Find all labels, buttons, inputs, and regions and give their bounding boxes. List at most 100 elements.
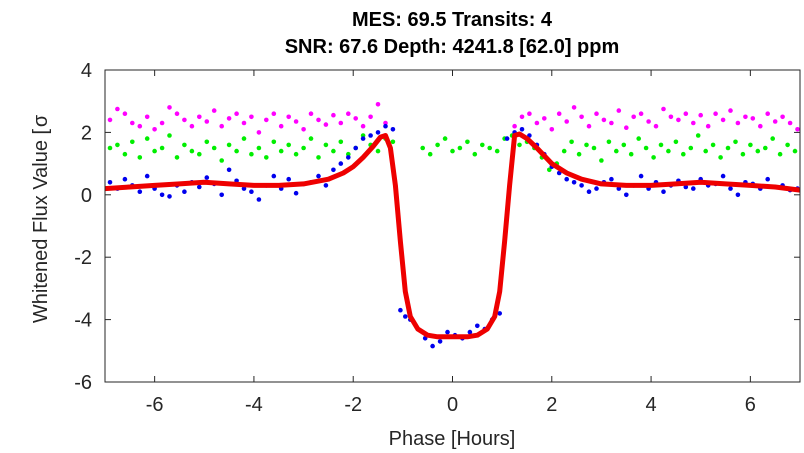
data-point-series-1: [636, 136, 641, 141]
x-axis: -6 -4 -2 0 2 4 6: [146, 70, 756, 416]
data-point-series-0: [735, 120, 741, 126]
data-point-series-1: [547, 167, 552, 173]
data-point-series-0: [331, 112, 336, 118]
data-point-series-0: [564, 119, 569, 124]
data-point-series-2: [504, 136, 510, 141]
data-point-series-1: [703, 148, 708, 154]
data-point-series-1: [159, 145, 165, 151]
data-point-series-2: [467, 329, 473, 335]
data-point-series-2: [226, 167, 232, 173]
data-point-series-0: [728, 108, 733, 113]
data-point-series-2: [398, 307, 403, 313]
data-point-series-1: [182, 142, 187, 148]
data-point-series-0: [676, 117, 681, 123]
data-point-series-2: [475, 323, 480, 329]
data-point-series-0: [189, 123, 195, 129]
data-point-series-1: [323, 142, 329, 148]
data-point-series-1: [234, 148, 239, 154]
data-point-series-1: [792, 148, 798, 154]
data-point-series-1: [465, 139, 470, 145]
data-point-series-0: [609, 120, 614, 126]
data-point-series-0: [360, 123, 366, 129]
data-point-series-2: [403, 314, 408, 319]
data-point-series-2: [167, 194, 172, 199]
data-point-series-0: [286, 114, 292, 120]
data-point-series-0: [159, 120, 165, 126]
data-point-series-1: [487, 145, 493, 151]
data-point-series-2: [519, 127, 525, 132]
data-point-series-0: [720, 117, 726, 123]
data-point-series-1: [695, 133, 701, 138]
data-point-series-0: [383, 120, 388, 126]
data-point-series-1: [249, 151, 254, 157]
data-point-series-0: [616, 108, 622, 113]
data-point-series-0: [705, 123, 711, 129]
data-point-series-1: [107, 145, 113, 151]
x-axis-label: Phase [Hours]: [389, 428, 516, 450]
data-point-series-0: [683, 111, 689, 116]
data-point-series-2: [159, 192, 165, 198]
data-point-series-2: [204, 175, 210, 180]
data-point-series-2: [197, 184, 202, 190]
data-point-series-0: [743, 114, 748, 120]
data-point-series-1: [390, 139, 396, 145]
data-point-series-1: [211, 145, 217, 151]
data-point-series-0: [638, 111, 644, 116]
data-point-series-2: [271, 173, 277, 179]
y-tick-label: -4: [74, 310, 92, 332]
data-point-series-2: [683, 184, 689, 190]
data-point-series-0: [152, 127, 157, 132]
data-point-series-1: [651, 155, 656, 160]
data-point-series-0: [750, 116, 756, 121]
data-point-series-2: [323, 183, 329, 188]
data-point-series-1: [197, 151, 202, 157]
data-point-series-0: [713, 111, 718, 116]
data-point-series-2: [360, 136, 366, 141]
data-point-series-2: [445, 329, 450, 335]
x-tick-label: -2: [344, 394, 362, 416]
data-point-series-0: [130, 120, 135, 126]
data-point-series-0: [691, 120, 696, 126]
y-tick-label: 0: [81, 185, 92, 207]
data-point-series-1: [420, 145, 426, 151]
data-point-series-1: [740, 151, 746, 157]
data-point-series-0: [346, 111, 351, 116]
data-point-series-1: [144, 136, 150, 141]
data-point-series-0: [271, 111, 277, 116]
data-point-series-1: [472, 151, 478, 157]
data-point-series-0: [256, 130, 262, 135]
data-point-series-0: [241, 120, 247, 126]
data-point-series-1: [167, 133, 172, 138]
data-point-series-0: [780, 114, 785, 120]
data-point-series-1: [681, 151, 686, 157]
data-point-series-0: [204, 119, 210, 124]
data-point-series-0: [631, 114, 636, 120]
data-point-series-0: [264, 117, 269, 123]
data-point-series-2: [765, 176, 770, 182]
data-point-series-0: [668, 114, 674, 120]
data-point-series-0: [338, 120, 344, 126]
data-point-series-2: [107, 180, 113, 185]
data-point-series-1: [673, 139, 679, 145]
data-point-series-1: [122, 151, 128, 157]
data-point-series-2: [241, 186, 247, 191]
data-point-series-2: [338, 161, 344, 166]
data-point-series-0: [182, 117, 187, 123]
data-point-series-2: [594, 186, 599, 191]
data-point-series-1: [733, 139, 738, 145]
data-point-series-0: [624, 125, 629, 130]
y-tick-label: -2: [74, 247, 92, 269]
data-point-series-2: [219, 192, 224, 198]
data-point-series-0: [542, 116, 547, 121]
data-point-series-1: [346, 151, 351, 157]
data-point-series-0: [586, 123, 592, 129]
y-axis: -6 -4 -2 0 2 4: [74, 60, 800, 394]
data-point-series-1: [308, 136, 314, 141]
data-point-series-1: [256, 145, 262, 151]
data-point-series-1: [576, 151, 582, 157]
x-tick-label: -6: [146, 394, 164, 416]
data-point-series-2: [564, 176, 569, 182]
data-point-series-0: [646, 119, 651, 124]
data-point-series-1: [204, 139, 210, 145]
data-point-series-1: [755, 148, 761, 154]
